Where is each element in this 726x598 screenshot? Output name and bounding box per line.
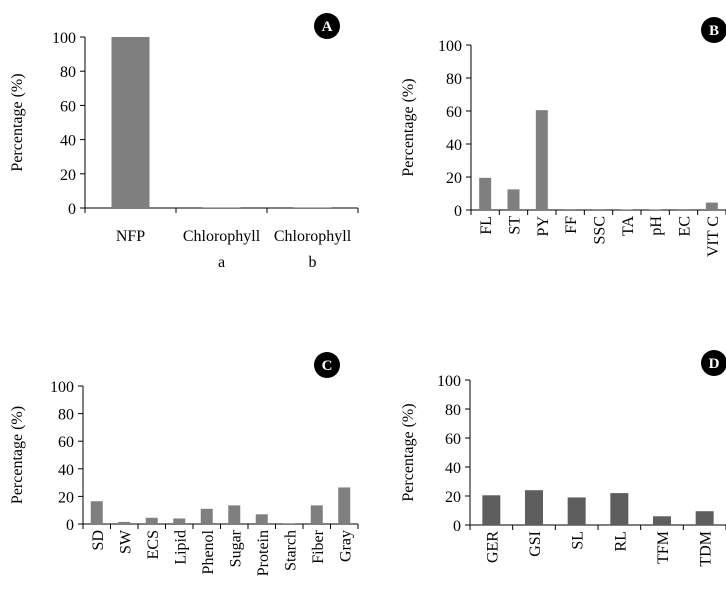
y-tick-label: 60 (60, 98, 76, 115)
category-label: FL (478, 216, 495, 235)
bar-sw (118, 521, 131, 524)
y-tick-label: 20 (60, 167, 76, 184)
category-label: SSC (592, 216, 609, 244)
bar-ta (620, 209, 633, 210)
bar-tfm (653, 516, 671, 525)
bar-vit-c (705, 202, 718, 210)
category-label: TFM (655, 531, 672, 564)
category-label: Starch (282, 530, 299, 571)
category-label: VIT C (705, 216, 722, 257)
category-label: Lipid (172, 530, 189, 565)
bar-sd (90, 501, 103, 524)
category-label: pH (648, 216, 665, 236)
bar-ssc (592, 209, 605, 210)
category-label: ST (507, 216, 524, 235)
panel-a: 0 20 40 60 80 100 Percentage (%) NFP Chlorophyll… (9, 13, 359, 271)
category-label: Chlorophyll (183, 228, 261, 245)
bar-nfp (111, 37, 150, 208)
bar-gray (338, 487, 351, 524)
bar-tdm (695, 511, 714, 525)
panel-badge-label: C (322, 358, 333, 374)
panel-badge-label: A (322, 19, 333, 35)
y-tick-label: 40 (60, 133, 76, 150)
y-axis-label: Percentage (%) (9, 73, 26, 171)
panel-badge (314, 352, 340, 378)
y-tick-label: 20 (445, 489, 461, 506)
y-tick-label: 60 (58, 434, 74, 451)
y-tick-label: 60 (446, 104, 462, 121)
bar-chlorophyll-b (293, 207, 332, 208)
y-tick-label: 0 (453, 518, 461, 535)
bar-st (507, 189, 520, 210)
y-tick-label: 60 (445, 431, 461, 448)
category-label: FF (563, 216, 580, 234)
category-label: a (218, 254, 225, 271)
y-tick-label: 80 (60, 64, 76, 81)
category-label: TA (620, 216, 637, 236)
y-tick-label: 0 (454, 203, 462, 220)
bar-protein (255, 514, 268, 524)
bar-gsi (525, 490, 543, 525)
category-label: Phenol (200, 529, 217, 574)
y-tick-label: 20 (446, 170, 462, 187)
panel-c: 0 20 40 60 80 100 Percentage (%) SD SW ECS Lipid Ph… (9, 352, 359, 576)
bar-fl (479, 177, 492, 210)
y-tick-label: 40 (58, 462, 74, 479)
panel-badge (701, 350, 726, 376)
y-tick-label: 100 (437, 373, 461, 390)
y-tick-label: 40 (446, 137, 462, 154)
category-label: SD (90, 530, 107, 550)
panel-badge (701, 17, 726, 43)
bar-ecs (145, 517, 158, 524)
panel-badge (314, 13, 340, 39)
bar-sugar (228, 505, 241, 524)
y-tick-label: 40 (445, 460, 461, 477)
category-label: SL (570, 531, 587, 550)
category-label: SW (117, 529, 134, 554)
category-label: PY (535, 216, 552, 237)
bar-starch (283, 523, 296, 524)
bar-py (535, 110, 548, 210)
y-tick-label: 80 (446, 71, 462, 88)
category-label: b (309, 254, 317, 271)
category-label: GER (484, 531, 501, 563)
panel-b: 0 20 40 60 80 100 Percentage (%) FL ST PY FF SSC TA p… (400, 17, 726, 257)
y-tick-label: 20 (58, 489, 74, 506)
category-label: TDM (698, 531, 715, 567)
y-tick-label: 80 (58, 407, 74, 424)
panel-badge-label: B (709, 23, 719, 39)
category-label: Protein (255, 530, 272, 576)
y-tick-label: 100 (438, 38, 462, 55)
y-axis-label: Percentage (%) (400, 78, 417, 176)
bar-ff (564, 209, 577, 210)
category-label: NFP (116, 228, 145, 245)
category-label: Fiber (310, 529, 327, 563)
bar-sl (567, 497, 586, 525)
bar-ph (649, 209, 662, 210)
y-axis-label: Percentage (%) (400, 403, 417, 501)
y-tick-label: 80 (445, 402, 461, 419)
bar-rl (610, 493, 629, 525)
panel-d: 0 20 40 60 80 100 Percentage (%) GER GSI SL RL TFM T… (400, 350, 726, 567)
category-label: EC (677, 216, 694, 236)
y-tick-label: 0 (66, 517, 74, 534)
category-label: ECS (145, 530, 162, 559)
y-axis-label: Percentage (%) (9, 406, 26, 504)
bar-phenol (200, 508, 213, 524)
y-tick-label: 100 (52, 30, 76, 47)
y-tick-label: 100 (50, 379, 74, 396)
category-label: GSI (527, 531, 544, 557)
bar-lipid (173, 518, 186, 524)
bar-fiber (310, 505, 323, 524)
bar-ger (482, 495, 501, 525)
category-label: Sugar (227, 529, 244, 567)
bar-chlorophyll-a (202, 207, 241, 208)
panel-badge-label: D (709, 356, 720, 372)
category-label: Gray (337, 530, 354, 562)
bar-ec (677, 209, 690, 210)
y-tick-label: 0 (68, 201, 76, 218)
category-label: RL (612, 531, 629, 551)
category-label: Chlorophyll (274, 228, 352, 245)
